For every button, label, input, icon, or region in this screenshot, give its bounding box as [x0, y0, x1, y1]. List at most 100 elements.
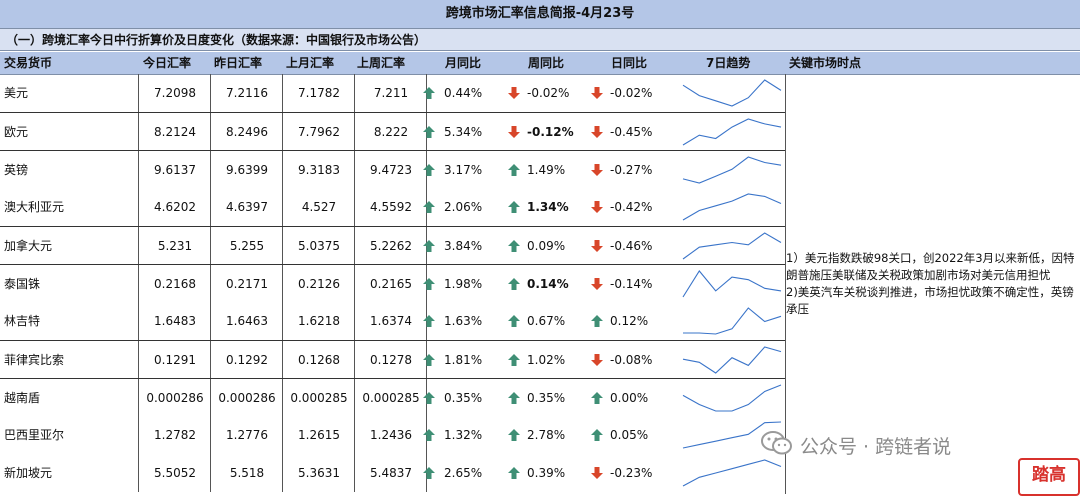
trend-sparkline	[682, 421, 782, 449]
mom-value: 2.65%	[444, 466, 483, 480]
mom-value: 2.06%	[444, 200, 483, 214]
column-divider	[354, 113, 355, 151]
rate-last-month: 1.2615	[298, 428, 340, 442]
trend-sparkline	[682, 118, 782, 146]
arrow-up-icon	[508, 429, 520, 441]
rate-last-month: 7.1782	[298, 86, 340, 100]
arrow-up-icon	[423, 354, 435, 366]
header-trend: 7日趋势	[706, 56, 751, 70]
arrow-up-icon	[423, 278, 435, 290]
rate-today: 0.000286	[146, 391, 204, 405]
wow-value: 2.78%	[527, 428, 566, 442]
currency-name: 越南盾	[4, 391, 41, 405]
arrow-down-icon	[591, 240, 603, 252]
arrow-up-icon	[423, 164, 435, 176]
column-divider	[138, 416, 139, 454]
trend-sparkline	[682, 156, 782, 184]
column-divider	[210, 151, 211, 189]
header-notes: 关键市场时点	[789, 56, 862, 70]
trend-line	[683, 307, 782, 335]
dod-value: -0.27%	[610, 163, 653, 177]
dod-value: -0.08%	[610, 353, 653, 367]
dod-value: -0.46%	[610, 239, 653, 253]
currency-name: 林吉特	[4, 314, 41, 328]
arrow-down-icon	[591, 164, 603, 176]
column-divider	[210, 341, 211, 379]
column-divider	[138, 302, 139, 340]
stamp-logo: 踏高	[1018, 458, 1080, 496]
column-divider	[138, 379, 139, 417]
header-mom: 月同比	[445, 56, 482, 70]
column-divider	[210, 379, 211, 417]
note-1: 1）美元指数跌破98关口，创2022年3月以来新低，因特朗普施压美联储及关税政策…	[786, 251, 1075, 282]
arrow-up-icon	[423, 315, 435, 327]
trend-line	[682, 459, 782, 487]
rate-last-month: 1.6218	[298, 314, 340, 328]
trend-sparkline	[682, 232, 782, 260]
arrow-up-icon	[423, 126, 435, 138]
header-today: 今日汇率	[143, 56, 192, 70]
arrow-down-icon	[508, 126, 520, 138]
wow-value: 0.09%	[527, 239, 566, 253]
trend-sparkline	[682, 346, 782, 374]
dod-value: 0.00%	[610, 391, 649, 405]
rate-yesterday: 4.6397	[226, 200, 268, 214]
column-divider	[138, 113, 139, 151]
trend-line	[682, 79, 782, 107]
column-divider	[282, 265, 283, 303]
column-divider	[354, 341, 355, 379]
trend-sparkline	[682, 384, 782, 412]
column-divider	[138, 227, 139, 265]
arrow-up-icon	[508, 164, 520, 176]
wow-value: 0.35%	[527, 391, 566, 405]
mom-value: 3.17%	[444, 163, 483, 177]
column-divider	[354, 379, 355, 417]
arrow-down-icon	[591, 87, 603, 99]
column-divider	[282, 341, 283, 379]
rate-today: 1.2782	[154, 428, 196, 442]
dod-value: 0.12%	[610, 314, 649, 328]
column-divider	[354, 151, 355, 189]
trend-line	[682, 156, 782, 184]
wow-value: -0.02%	[527, 86, 570, 100]
rate-today: 5.231	[157, 239, 193, 253]
mom-value: 0.44%	[444, 86, 483, 100]
market-notes: 1）美元指数跌破98关口，创2022年3月以来新低，因特朗普施压美联储及关税政策…	[786, 250, 1080, 318]
currency-name: 巴西里亚尔	[4, 428, 65, 442]
mom-value: 1.98%	[444, 277, 483, 291]
column-divider	[282, 454, 283, 492]
header-last-month: 上月汇率	[286, 56, 335, 70]
arrow-up-icon	[423, 87, 435, 99]
arrow-up-icon	[508, 201, 520, 213]
rate-yesterday: 1.6463	[226, 314, 268, 328]
arrow-down-icon	[591, 278, 603, 290]
rate-today: 8.2124	[154, 125, 196, 139]
mom-value: 0.35%	[444, 391, 483, 405]
dod-value: 0.05%	[610, 428, 649, 442]
dod-value: -0.42%	[610, 200, 653, 214]
rate-yesterday: 8.2496	[226, 125, 268, 139]
column-divider	[282, 113, 283, 151]
rate-today: 0.1291	[154, 353, 196, 367]
trend-line	[682, 421, 782, 449]
rate-last-month: 0.2126	[298, 277, 340, 291]
table-row: 越南盾 0.000286 0.000286 0.000285 0.000285 0.35%…	[0, 378, 785, 417]
dod-value: -0.23%	[610, 466, 653, 480]
arrow-up-icon	[591, 392, 603, 404]
rate-last-week: 7.211	[373, 86, 409, 100]
trend-sparkline	[683, 307, 782, 335]
rate-last-month: 4.527	[301, 200, 337, 214]
table-row: 新加坡元 5.5052 5.518 5.3631 5.4837 2.65% 0.39% -0.…	[0, 454, 785, 492]
column-divider	[210, 74, 211, 112]
trend-line	[682, 118, 782, 146]
arrow-up-icon	[508, 315, 520, 327]
trend-sparkline	[682, 270, 782, 298]
rate-yesterday: 0.1292	[226, 353, 268, 367]
dod-value: -0.02%	[610, 86, 653, 100]
arrow-down-icon	[591, 354, 603, 366]
rate-last-week: 5.2262	[370, 239, 412, 253]
header-wow: 周同比	[528, 56, 565, 70]
wow-value: 0.14%	[527, 277, 569, 291]
rate-yesterday: 5.255	[229, 239, 265, 253]
currency-name: 新加坡元	[4, 466, 53, 480]
